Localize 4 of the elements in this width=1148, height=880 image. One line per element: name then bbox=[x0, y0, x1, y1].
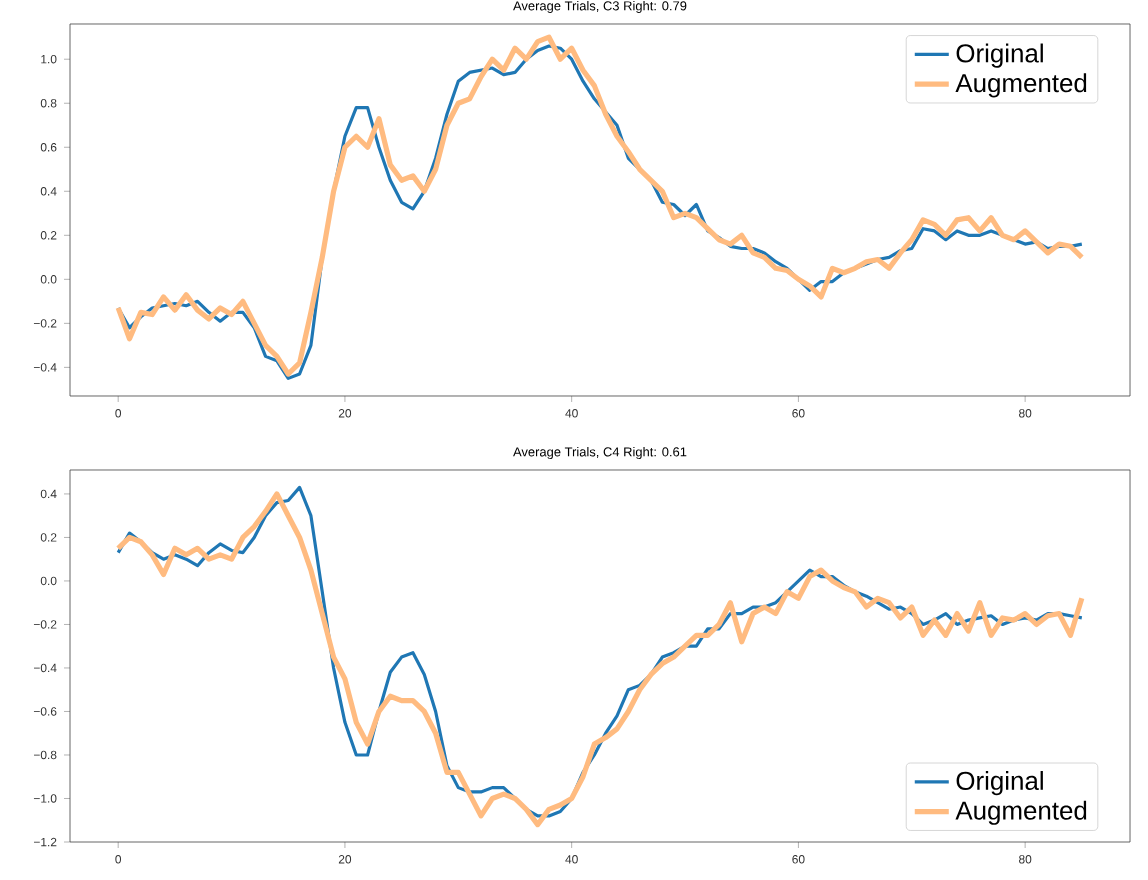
legend-label: Augmented bbox=[955, 800, 1087, 825]
legend-label: Original bbox=[956, 770, 1043, 796]
legend-label: Original bbox=[956, 43, 1043, 68]
legend-label: Augmented bbox=[955, 73, 1087, 98]
